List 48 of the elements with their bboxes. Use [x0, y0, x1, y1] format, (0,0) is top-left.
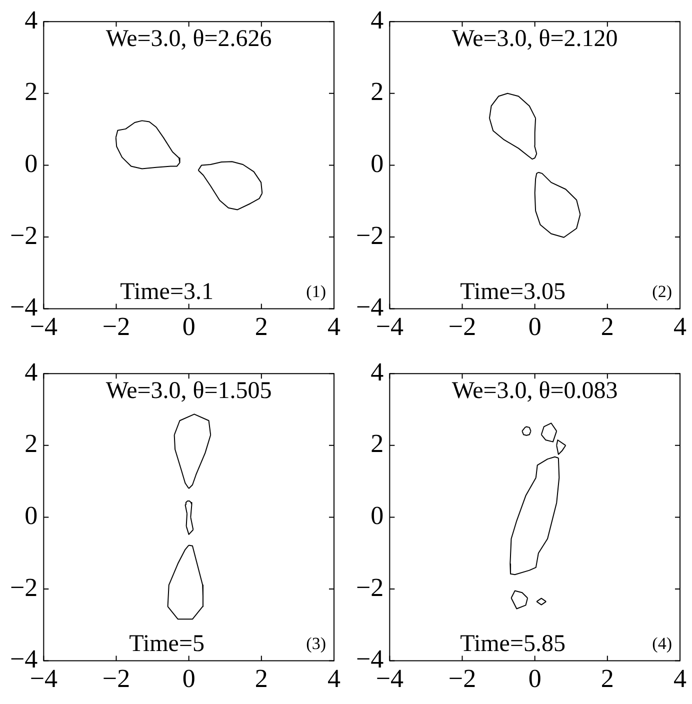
x-tick-label: 2 [254, 664, 268, 694]
x-tick-label: −2 [448, 312, 476, 342]
annotation: (3) [306, 634, 326, 653]
y-tick-label: −4 [10, 644, 38, 674]
x-tick-label: 2 [600, 664, 614, 694]
y-tick-label: −4 [356, 292, 384, 322]
annotation: (4) [652, 634, 672, 653]
x-tick-label: 0 [528, 312, 542, 342]
x-tick-label: 4 [674, 664, 686, 694]
x-tick-label: 4 [328, 664, 340, 694]
y-tick-label: 2 [370, 77, 384, 106]
annotation: Time=5 [129, 631, 205, 658]
x-tick-label: 0 [528, 664, 542, 694]
annotation: Time=3.1 [120, 279, 214, 306]
y-tick-label: 0 [24, 501, 38, 530]
x-tick-label: 0 [182, 664, 196, 694]
y-tick-label: 2 [370, 429, 384, 458]
annotation: We=3.0, θ=2.626 [106, 26, 272, 52]
y-tick-label: −4 [10, 292, 38, 322]
annotation: Time=5.85 [460, 631, 566, 658]
x-tick-label: 2 [600, 312, 614, 342]
y-tick-label: 2 [24, 429, 38, 458]
y-tick-label: 0 [370, 149, 384, 178]
y-tick-label: 4 [24, 5, 38, 34]
y-tick-label: 4 [24, 357, 38, 386]
annotation: We=3.0, θ=1.505 [106, 378, 272, 404]
x-tick-label: −2 [448, 664, 476, 694]
x-tick-label: 4 [328, 312, 340, 342]
y-tick-label: −2 [356, 572, 384, 602]
y-tick-label: 2 [24, 77, 38, 106]
annotation: (2) [652, 282, 672, 301]
x-tick-label: −2 [102, 664, 130, 694]
y-tick-label: −2 [10, 572, 38, 602]
y-tick-label: 4 [370, 357, 384, 386]
annotation: Time=3.05 [460, 279, 566, 306]
annotation: (1) [306, 282, 326, 301]
x-tick-label: 0 [182, 312, 196, 342]
x-tick-label: 2 [254, 312, 268, 342]
y-tick-label: 0 [370, 501, 384, 530]
y-tick-label: −4 [356, 644, 384, 674]
y-tick-label: −2 [356, 220, 384, 250]
annotation: We=3.0, θ=2.120 [452, 26, 618, 52]
y-tick-label: 4 [370, 5, 384, 34]
x-tick-label: 4 [674, 312, 686, 342]
x-tick-label: −2 [102, 312, 130, 342]
y-tick-label: 0 [24, 149, 38, 178]
y-tick-label: −2 [10, 220, 38, 250]
annotation: We=3.0, θ=0.083 [452, 378, 618, 404]
